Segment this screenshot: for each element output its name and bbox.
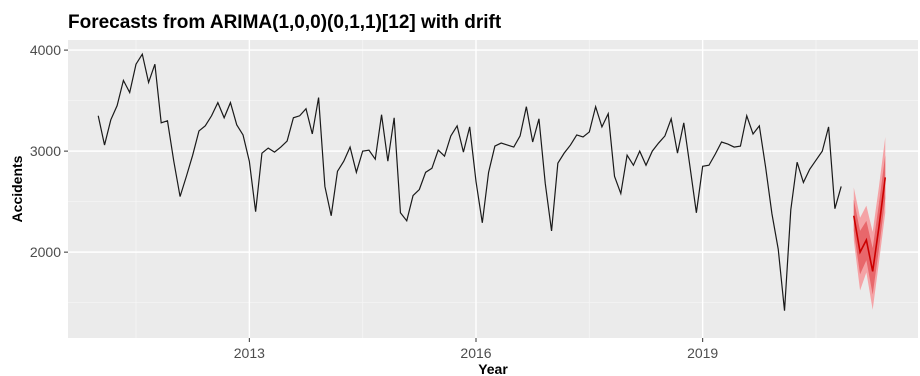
prediction-intervals bbox=[853, 136, 886, 310]
y-tick-label: 2000 bbox=[30, 244, 61, 260]
x-tick-label: 2013 bbox=[234, 345, 265, 361]
x-tick-label: 2019 bbox=[687, 345, 718, 361]
y-axis-title: Accidents bbox=[9, 155, 25, 222]
plot-panel bbox=[68, 40, 918, 338]
grid-minor bbox=[68, 40, 918, 338]
grid-major bbox=[68, 40, 918, 338]
x-axis-title: Year bbox=[478, 361, 508, 376]
y-tick-label: 3000 bbox=[30, 143, 61, 159]
chart-title: Forecasts from ARIMA(1,0,0)(0,1,1)[12] w… bbox=[68, 12, 502, 33]
x-tick-label: 2016 bbox=[460, 345, 491, 361]
x-axis: 2013 2016 2019 bbox=[234, 338, 718, 361]
forecast-series-line bbox=[852, 177, 887, 272]
band-80 bbox=[853, 155, 886, 295]
history-series-line bbox=[97, 52, 842, 311]
y-axis: 2000 3000 4000 bbox=[30, 42, 68, 260]
y-tick-label: 4000 bbox=[30, 42, 61, 58]
